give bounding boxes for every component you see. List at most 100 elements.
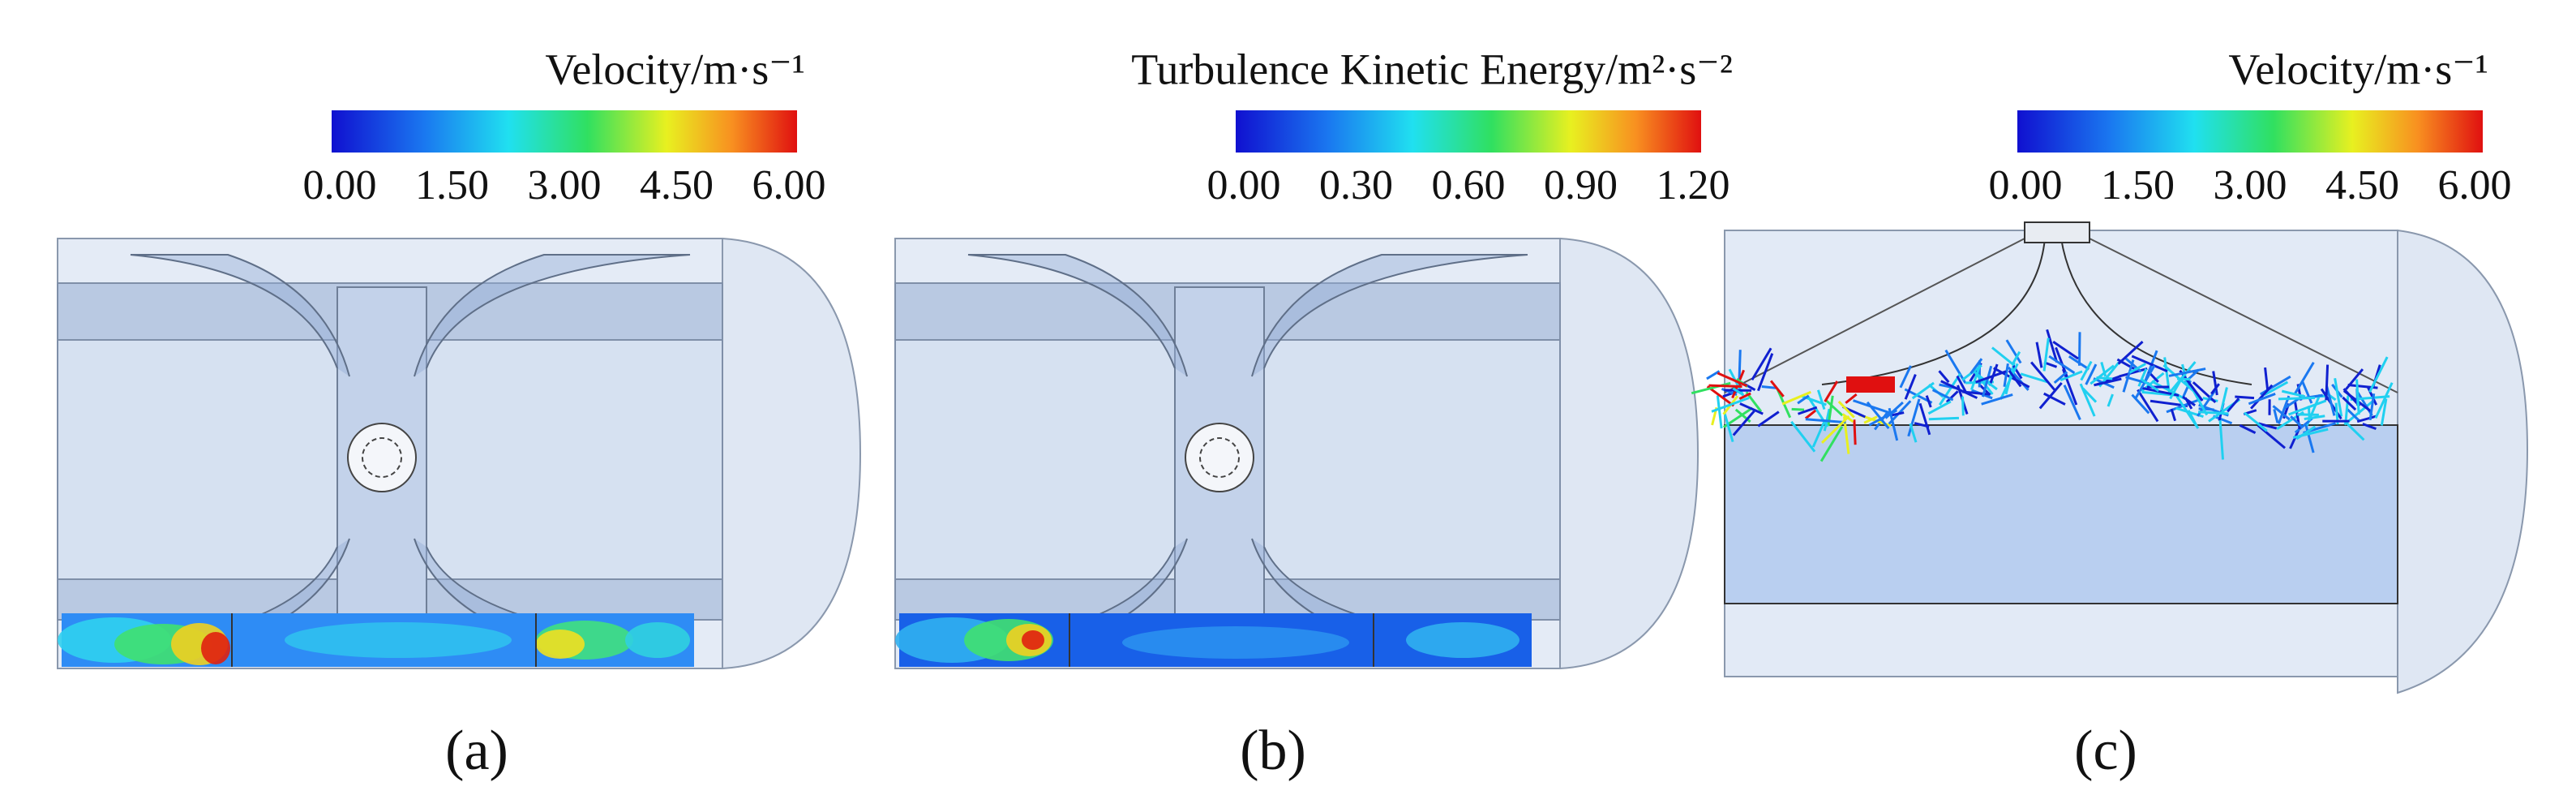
- velocity-vector: [1708, 384, 1742, 388]
- velocity-vector: [2239, 423, 2257, 434]
- velocity-vector: [2081, 387, 2098, 403]
- velocity-vector: [2218, 419, 2225, 460]
- velocity-vector: [1790, 420, 1816, 453]
- hub-inner: [1199, 437, 1240, 478]
- velocity-vector: [1904, 373, 1917, 400]
- velocity-vector: [2131, 355, 2168, 373]
- hot-spot: [1846, 376, 1895, 393]
- velocity-vector: [1866, 401, 1890, 429]
- velocity-vector: [2043, 392, 2066, 406]
- velocity-vector: [2030, 361, 2056, 391]
- panel-label: (c): [2074, 720, 2137, 782]
- velocity-vector: [1805, 418, 1846, 424]
- colorbar-tick-label: 3.00: [528, 162, 602, 208]
- velocity-vector: [2063, 385, 2081, 420]
- velocity-vector: [2170, 361, 2197, 393]
- tank-drawing: [57, 237, 862, 670]
- velocity-vector: [2175, 395, 2200, 429]
- contour-blob: [201, 632, 230, 664]
- panel-label: (b): [1240, 720, 1306, 782]
- velocity-vector: [1939, 372, 1961, 406]
- velocity-vector: [2258, 422, 2278, 430]
- velocity-vector: [2293, 361, 2315, 395]
- velocity-vector: [1970, 364, 1982, 390]
- colorbar-tick-label: 4.50: [2325, 162, 2399, 208]
- cone: [1724, 238, 2398, 393]
- velocity-vector: [2210, 383, 2220, 395]
- velocity-vector: [1888, 407, 1899, 441]
- contour-blob: [1122, 626, 1349, 659]
- velocity-vector: [2272, 405, 2291, 421]
- hub: [347, 423, 417, 492]
- velocity-vector: [2277, 395, 2291, 424]
- blade-line: [1821, 238, 2252, 385]
- velocity-vector: [2020, 372, 2048, 384]
- velocity-vector: [1723, 412, 1734, 443]
- velocity-vector: [1761, 385, 1778, 389]
- velocity-vector: [2344, 395, 2350, 420]
- velocity-vector: [2169, 377, 2184, 400]
- velocity-vector: [2374, 382, 2394, 419]
- velocity-vector: [2264, 380, 2289, 397]
- velocity-vector: [2334, 377, 2343, 417]
- velocity-vector: [1863, 415, 1878, 424]
- colorbar-tick-label: 6.00: [752, 162, 826, 208]
- velocity-vector: [2184, 397, 2193, 410]
- velocity-vector: [1931, 389, 1954, 402]
- colorbar-tick-label: 0.00: [303, 162, 377, 208]
- panel-label: (a): [445, 720, 508, 782]
- velocity-vector: [1945, 390, 1959, 403]
- velocity-vector: [2244, 411, 2268, 432]
- velocity-vector: [1824, 380, 1839, 402]
- velocity-vector: [1738, 392, 1751, 400]
- velocity-vector: [2141, 378, 2160, 393]
- velocity-vector: [2012, 350, 2021, 364]
- blade: [130, 254, 350, 377]
- velocity-vector: [2003, 363, 2009, 387]
- velocity-vector: [1816, 389, 1826, 410]
- velocity-vector: [2096, 376, 2113, 380]
- blade: [967, 254, 1188, 377]
- velocity-vector: [1798, 406, 1818, 415]
- velocity-vector: [1706, 385, 1735, 407]
- velocity-vector: [1928, 416, 1960, 421]
- velocity-vector: [2048, 355, 2076, 375]
- velocity-vector: [2362, 423, 2377, 431]
- velocity-vector: [1925, 395, 1932, 408]
- velocity-vector: [1845, 393, 1858, 404]
- velocity-vector: [2212, 371, 2218, 396]
- velocity-vector: [2325, 364, 2330, 401]
- velocity-vector: [2355, 379, 2360, 415]
- velocity-vector: [2264, 367, 2270, 392]
- velocity-vector: [2192, 381, 2217, 404]
- velocity-vector: [1797, 394, 1810, 405]
- velocity-vector: [1981, 393, 2013, 406]
- contour-blob: [285, 622, 512, 658]
- velocity-vector: [1914, 422, 1930, 428]
- velocity-vector: [2198, 407, 2214, 411]
- velocity-vector: [2042, 337, 2050, 372]
- velocity-vector: [1717, 372, 1748, 388]
- velocity-vector: [1751, 347, 1772, 381]
- velocity-vector: [1927, 400, 1952, 415]
- velocity-vector: [2128, 363, 2146, 374]
- velocity-vector: [2257, 424, 2286, 449]
- velocity-vector: [2190, 386, 2209, 416]
- velocity-vector: [1899, 365, 1912, 389]
- contour-blob: [625, 622, 690, 658]
- velocity-vector: [1991, 346, 2016, 367]
- velocity-vector: [1757, 410, 1780, 428]
- tank-head: [2397, 229, 2529, 694]
- velocity-vector: [1781, 390, 1811, 406]
- velocity-vector: [2090, 364, 2115, 385]
- velocity-vector: [2008, 369, 2022, 388]
- velocity-vector: [2343, 420, 2365, 441]
- velocity-vector: [2288, 399, 2327, 416]
- velocity-vector: [2170, 408, 2177, 422]
- panel: Velocity/m·s⁻¹ 0.00 1.50 3.00 4.50 6.00 (c): [1691, 45, 2529, 782]
- velocity-vector: [1825, 399, 1844, 417]
- velocity-vector: [1811, 421, 1826, 448]
- velocity-vector: [1706, 370, 1721, 380]
- velocity-vector: [2368, 393, 2376, 421]
